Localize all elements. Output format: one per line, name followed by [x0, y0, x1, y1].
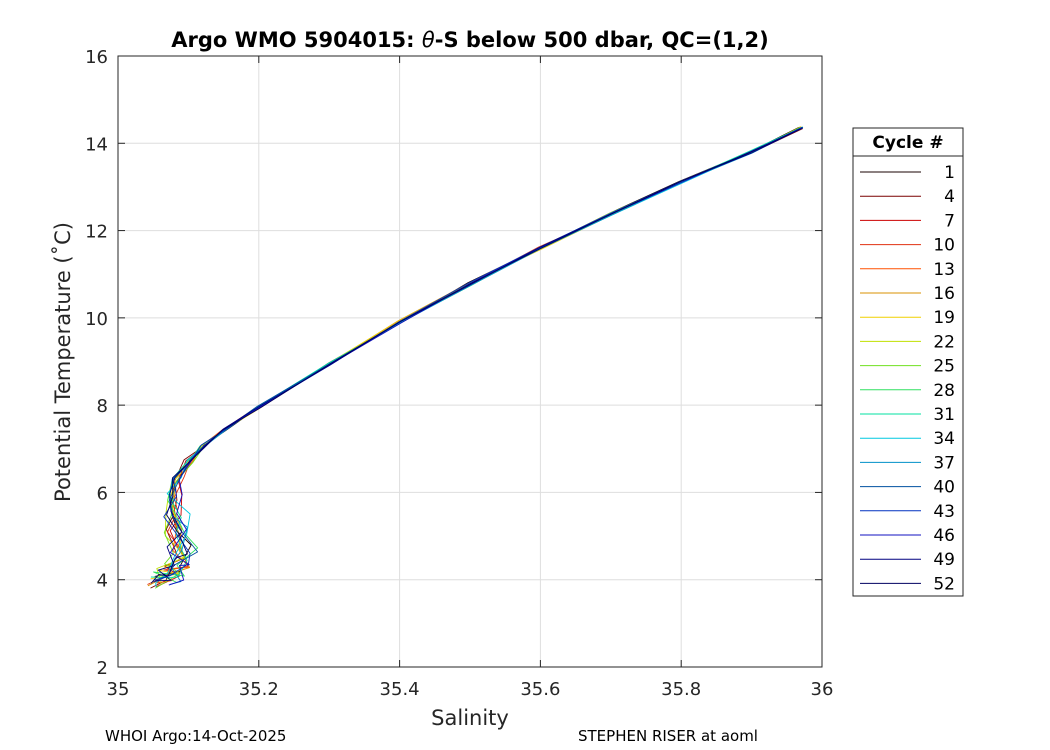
legend-entry-label: 31 — [933, 405, 955, 425]
profile-line-cycle-43 — [153, 126, 803, 583]
profile-line-cycle-52 — [150, 128, 801, 584]
legend-entry-label: 16 — [933, 284, 955, 304]
legend-entry-label: 37 — [933, 453, 955, 473]
legend-box — [852, 127, 964, 597]
series-group — [147, 126, 804, 589]
y-axis-label: Potential Temperature (˚C) — [51, 222, 75, 502]
legend: Cycle # 1 4 7 10 13 16 19 22 25 28 31 34 37 40 43 46 49 5… — [852, 127, 964, 597]
legend-entry-label: 28 — [933, 381, 955, 401]
x-tick-label: 35.8 — [661, 679, 701, 700]
y-tick-label: 16 — [85, 47, 108, 68]
chart-title: Argo WMO 5904015: θ-S below 500 dbar, QC… — [171, 28, 768, 52]
x-tick-label: 36 — [811, 679, 834, 700]
legend-entry-label: 7 — [944, 211, 955, 231]
y-tick-label: 12 — [85, 222, 108, 243]
x-tick-label: 35.6 — [520, 679, 560, 700]
grid — [118, 56, 822, 667]
legend-entry-label: 43 — [933, 502, 955, 522]
y-tick-labels: 2 4 6 8 10 12 14 16 — [85, 47, 108, 679]
y-tick-label: 4 — [97, 571, 108, 592]
legend-title: Cycle # — [872, 133, 943, 153]
plot-area — [118, 56, 822, 667]
footer-left: WHOI Argo:14-Oct-2025 — [105, 727, 286, 745]
y-tick-label: 2 — [97, 658, 108, 679]
footer-right: STEPHEN RISER at aoml — [578, 727, 758, 745]
legend-entry-label: 10 — [933, 236, 955, 256]
x-tick-label: 35 — [107, 679, 130, 700]
x-axis-label: Salinity — [431, 706, 509, 730]
tick-marks — [117, 55, 823, 668]
legend-entry-label: 25 — [933, 357, 955, 377]
y-tick-label: 8 — [97, 396, 108, 417]
legend-entry-label: 34 — [933, 429, 955, 449]
legend-entry-label: 49 — [933, 550, 955, 570]
legend-entry-label: 46 — [933, 526, 955, 546]
legend-entry-label: 52 — [933, 574, 955, 594]
plot-frame — [117, 55, 823, 668]
legend-entry-label: 19 — [933, 308, 955, 328]
x-tick-label: 35.2 — [239, 679, 279, 700]
legend-entry-label: 40 — [933, 478, 955, 498]
legend-items: 1 4 7 10 13 16 19 22 25 28 31 34 37 40 43 46 49 52 — [860, 163, 955, 594]
y-tick-label: 10 — [85, 309, 108, 330]
legend-entry-label: 13 — [933, 260, 955, 280]
x-tick-labels: 35 35.2 35.4 35.6 35.8 36 — [107, 679, 834, 700]
y-tick-label: 6 — [97, 483, 108, 504]
legend-entry-label: 1 — [944, 163, 955, 183]
x-tick-label: 35.4 — [380, 679, 420, 700]
legend-entry-label: 4 — [944, 187, 955, 207]
y-tick-label: 14 — [85, 134, 108, 155]
legend-entry-label: 22 — [933, 332, 955, 352]
